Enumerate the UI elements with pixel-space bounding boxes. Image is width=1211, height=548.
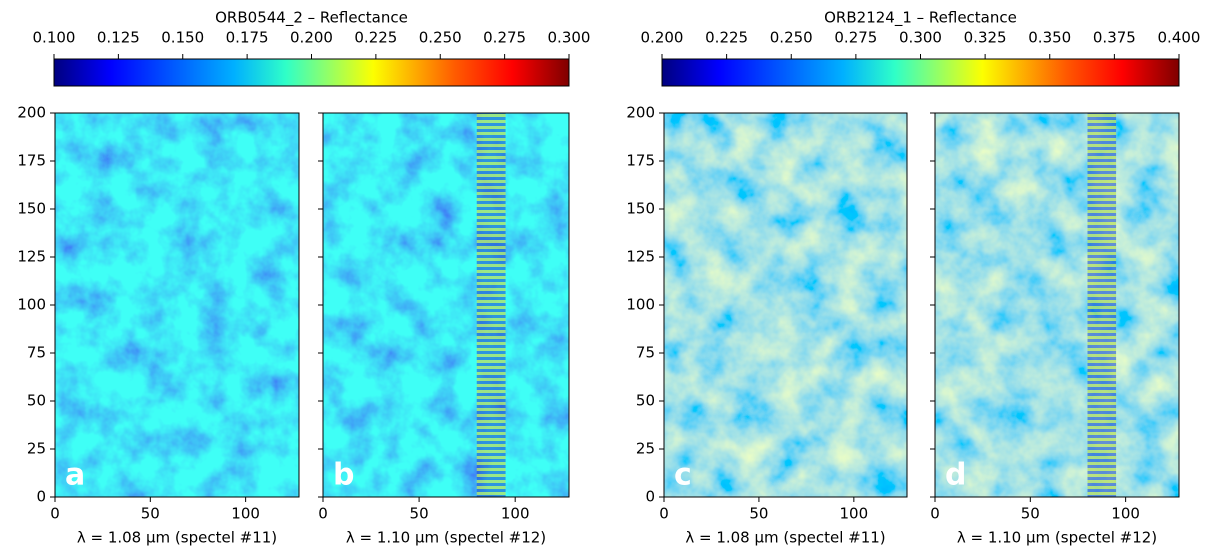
colorbar-tick-label: 0.275 (834, 29, 877, 47)
y-tick-label: 50 (636, 392, 655, 410)
y-tick-label: 150 (626, 200, 655, 218)
panel-letter: b (333, 458, 354, 493)
x-tick-label: 0 (659, 505, 669, 523)
colorbar-tick-label: 0.325 (964, 29, 1007, 47)
colorbar-tick-label: 0.250 (419, 29, 462, 47)
colorbar-tick-label: 0.125 (97, 29, 140, 47)
panel-letter: a (65, 458, 85, 493)
y-tick-label: 175 (17, 152, 46, 170)
reflectance-image (323, 113, 569, 497)
y-tick-label: 0 (36, 488, 46, 506)
colorbar-tick-label: 0.175 (226, 29, 269, 47)
x-tick-label: 100 (501, 505, 530, 523)
striped-column (1087, 113, 1117, 497)
colorbar-tick-label: 0.400 (1158, 29, 1201, 47)
colorbar-tick-label: 0.350 (1028, 29, 1071, 47)
y-tick-label: 50 (27, 392, 46, 410)
y-tick-label: 75 (636, 344, 655, 362)
colorbar-tick-label: 0.200 (641, 29, 684, 47)
x-tick-label: 100 (1111, 505, 1140, 523)
colorbar-tick-label: 0.150 (161, 29, 204, 47)
x-tick-label: 50 (749, 505, 768, 523)
colorbar-tick-label: 0.100 (33, 29, 76, 47)
x-axis-label: λ = 1.10 μm (spectel #12) (957, 529, 1157, 547)
colorbar (661, 58, 1180, 87)
x-tick-label: 0 (930, 505, 940, 523)
x-axis-label: λ = 1.08 μm (spectel #11) (77, 529, 277, 547)
y-tick-label: 125 (626, 248, 655, 266)
y-tick-label: 100 (626, 296, 655, 314)
y-tick-label: 75 (27, 344, 46, 362)
x-tick-label: 50 (141, 505, 160, 523)
reflectance-image (55, 113, 299, 497)
panel-letter: c (674, 458, 692, 493)
colorbar-tick-label: 0.200 (290, 29, 333, 47)
x-tick-label: 100 (231, 505, 260, 523)
colorbar-tick-label: 0.250 (770, 29, 813, 47)
x-tick-label: 50 (410, 505, 429, 523)
y-tick-label: 25 (636, 440, 655, 458)
reflectance-image (664, 113, 907, 497)
striped-column (476, 113, 506, 497)
colorbar-tick-label: 0.375 (1093, 29, 1136, 47)
y-tick-label: 150 (17, 200, 46, 218)
colorbar-tick-label: 0.225 (354, 29, 397, 47)
x-axis-label: λ = 1.08 μm (spectel #11) (685, 529, 885, 547)
colorbar-tick-label: 0.300 (548, 29, 591, 47)
y-tick-label: 200 (626, 104, 655, 122)
colorbar-title: ORB2124_1 – Reflectance (824, 9, 1017, 28)
panel-letter: d (945, 458, 966, 493)
colorbar-title: ORB0544_2 – Reflectance (215, 9, 408, 28)
colorbar-tick-label: 0.275 (483, 29, 526, 47)
x-axis-label: λ = 1.10 μm (spectel #12) (346, 529, 546, 547)
x-tick-label: 50 (1021, 505, 1040, 523)
reflectance-image (935, 113, 1179, 497)
y-tick-label: 125 (17, 248, 46, 266)
x-tick-label: 0 (318, 505, 328, 523)
colorbar-tick-label: 0.300 (899, 29, 942, 47)
colorbar-tick-label: 0.225 (705, 29, 748, 47)
y-tick-label: 25 (27, 440, 46, 458)
colorbar (53, 58, 570, 87)
y-tick-label: 200 (17, 104, 46, 122)
y-tick-label: 175 (626, 152, 655, 170)
x-tick-label: 100 (840, 505, 869, 523)
y-tick-label: 0 (645, 488, 655, 506)
y-tick-label: 100 (17, 296, 46, 314)
x-tick-label: 0 (50, 505, 60, 523)
